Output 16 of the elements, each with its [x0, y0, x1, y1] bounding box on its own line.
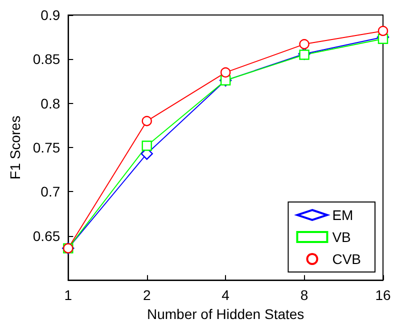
x-tick-label: 16: [375, 287, 391, 304]
y-tick-label: 0.75: [32, 140, 60, 156]
y-tick-label: 0.7: [40, 184, 60, 200]
y-axis-title: F1 Scores: [7, 116, 23, 180]
y-tick-label: 0.65: [32, 228, 60, 244]
legend-label: EM: [332, 207, 354, 223]
y-tick-label: 0.9: [40, 7, 60, 23]
x-tick-label: 2: [142, 287, 151, 304]
x-axis-title: Number of Hidden States: [146, 306, 304, 322]
legend-label: CVB: [332, 251, 362, 267]
x-tick-label: 1: [64, 287, 72, 304]
x-tick-label: 4: [222, 287, 230, 304]
legend-label: VB: [332, 229, 351, 245]
y-tick-label: 0.85: [32, 51, 60, 68]
y-tick-label: 0.8: [40, 95, 60, 112]
x-tick-label: 8: [300, 287, 308, 304]
